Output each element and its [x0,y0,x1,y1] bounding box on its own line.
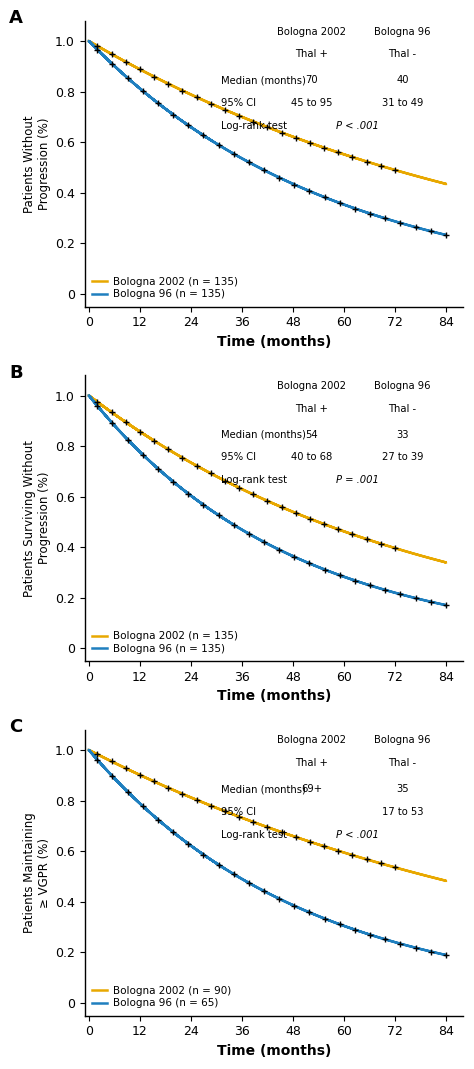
Text: Log-rank test: Log-rank test [221,476,287,485]
Text: 45 to 95: 45 to 95 [291,98,332,108]
Text: 40: 40 [396,75,409,86]
Text: 31 to 49: 31 to 49 [382,98,423,108]
Legend: Bologna 2002 (n = 135), Bologna 96 (n = 135): Bologna 2002 (n = 135), Bologna 96 (n = … [90,630,240,656]
Legend: Bologna 2002 (n = 90), Bologna 96 (n = 65): Bologna 2002 (n = 90), Bologna 96 (n = 6… [90,983,233,1010]
X-axis label: Time (months): Time (months) [217,1044,331,1058]
Text: Thal -: Thal - [388,758,417,769]
Text: 95% CI: 95% CI [221,807,256,817]
Text: C: C [9,718,22,737]
Text: Log-rank test: Log-rank test [221,121,287,130]
Text: P = .001: P = .001 [336,476,378,485]
Text: 33: 33 [396,430,409,439]
Text: 54: 54 [305,430,318,439]
Text: Median (months): Median (months) [221,784,306,794]
Y-axis label: Patients Without
Progression (%): Patients Without Progression (%) [23,114,51,213]
Y-axis label: Patients Maintaining
≥ VGPR (%): Patients Maintaining ≥ VGPR (%) [23,812,51,933]
Text: Median (months): Median (months) [221,430,306,439]
Text: A: A [9,10,23,28]
Text: 95% CI: 95% CI [221,98,256,108]
X-axis label: Time (months): Time (months) [217,690,331,703]
Text: B: B [9,363,23,382]
Text: 69+: 69+ [301,784,322,794]
Text: Median (months): Median (months) [221,75,306,86]
Text: P < .001: P < .001 [336,830,378,840]
X-axis label: Time (months): Time (months) [217,335,331,348]
Text: Bologna 2002: Bologna 2002 [277,735,346,745]
Text: Thal -: Thal - [388,49,417,60]
Text: Bologna 2002: Bologna 2002 [277,27,346,36]
Text: 27 to 39: 27 to 39 [382,452,423,463]
Text: Thal +: Thal + [295,404,328,414]
Text: Bologna 96: Bologna 96 [374,27,430,36]
Text: 17 to 53: 17 to 53 [382,807,423,817]
Legend: Bologna 2002 (n = 135), Bologna 96 (n = 135): Bologna 2002 (n = 135), Bologna 96 (n = … [90,275,240,301]
Text: P < .001: P < .001 [336,121,378,130]
Text: Bologna 2002: Bologna 2002 [277,381,346,391]
Text: Log-rank test: Log-rank test [221,830,287,840]
Text: Thal +: Thal + [295,758,328,769]
Text: Thal +: Thal + [295,49,328,60]
Text: 95% CI: 95% CI [221,452,256,463]
Text: Thal -: Thal - [388,404,417,414]
Text: Bologna 96: Bologna 96 [374,381,430,391]
Text: 40 to 68: 40 to 68 [291,452,332,463]
Text: 70: 70 [305,75,318,86]
Text: Bologna 96: Bologna 96 [374,735,430,745]
Y-axis label: Patients Surviving Without
Progression (%): Patients Surviving Without Progression (… [23,439,51,597]
Text: 35: 35 [396,784,409,794]
